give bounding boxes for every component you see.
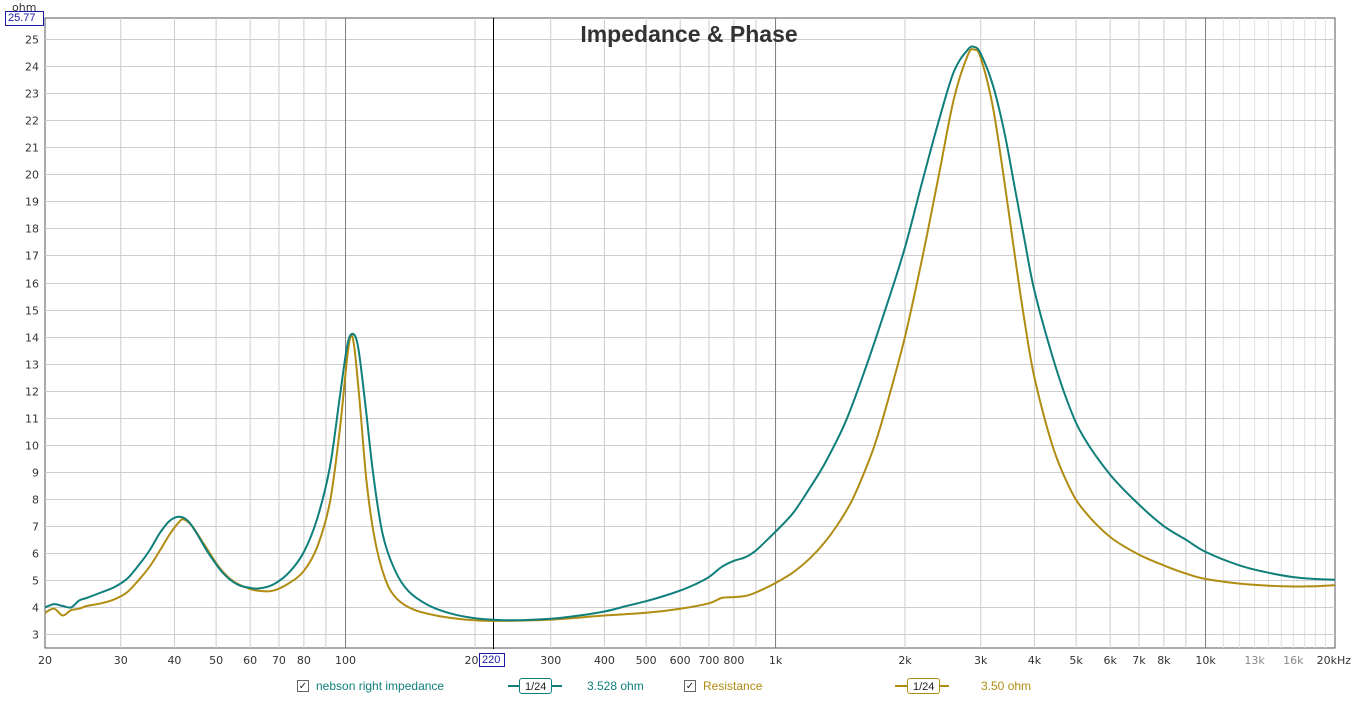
y-tick-label: 8: [32, 494, 39, 507]
x-tick-label: 30: [114, 654, 128, 667]
smoothing-button-resistance[interactable]: 1/24: [907, 678, 941, 694]
y-tick-label: 17: [25, 250, 39, 263]
y-tick-label: 14: [25, 332, 39, 345]
y-tick-label: 16: [25, 278, 39, 291]
x-axis: 20 30 40 50 60 70 80 100 200 300 400 500 600 700 800 1k…: [38, 654, 1351, 667]
smoothing-label-impedance: 1/24: [525, 681, 547, 693]
legend-label-impedance: nebson right impedance: [316, 679, 445, 693]
x-tick-label: 70: [272, 654, 286, 667]
cursor-value-resistance: 3.50 ohm: [981, 679, 1032, 693]
x-tick-label: 4k: [1028, 654, 1042, 667]
y-tick-label: 22: [25, 115, 39, 128]
legend-item-resistance[interactable]: ✓ Resistance: [684, 677, 762, 695]
chart-title: Impedance & Phase: [580, 21, 797, 47]
x-tick-label: 16k: [1283, 654, 1304, 667]
y-tick-label: 13: [25, 359, 39, 372]
x-tick-label: 13k: [1244, 654, 1265, 667]
cursor-y-readout[interactable]: 25.77: [5, 11, 44, 26]
x-tick-label: 5k: [1069, 654, 1083, 667]
y-tick-label: 7: [32, 521, 39, 534]
x-tick-label: 100: [335, 654, 356, 667]
checkbox-resistance[interactable]: ✓: [684, 680, 696, 692]
y-tick-label: 20: [25, 169, 39, 182]
grid-major: [345, 18, 1207, 648]
y-tick-label: 5: [32, 575, 39, 588]
x-tick-label: 800: [723, 654, 744, 667]
y-tick-label: 12: [25, 386, 39, 399]
y-tick-label: 4: [32, 602, 39, 615]
cursor-y-value: 25.77: [8, 12, 36, 24]
series-line-resistance: [44, 48, 1336, 622]
x-tick-label: 3k: [974, 654, 988, 667]
y-tick-label: 9: [32, 467, 39, 480]
series-group: [44, 45, 1336, 622]
cursor-value-impedance: 3.528 ohm: [587, 679, 644, 693]
y-axis: 3 4 5 6 7 8 9 10 11 12 13 14 15 16 17 18 19 20 21 22 23 24 25: [25, 34, 39, 642]
x-tick-label: 500: [636, 654, 657, 667]
series-line-impedance: [44, 45, 1336, 622]
x-tick-label: 400: [594, 654, 615, 667]
x-tick-label: 6k: [1103, 654, 1117, 667]
legend-label-resistance: Resistance: [703, 679, 763, 693]
y-tick-label: 23: [25, 88, 39, 101]
x-tick-label: 2k: [898, 654, 912, 667]
y-tick-label: 18: [25, 223, 39, 236]
y-tick-label: 24: [25, 61, 39, 74]
y-tick-label: 19: [25, 196, 39, 209]
cursor-x-readout[interactable]: 220: [479, 653, 505, 667]
x-tick-label: 600: [670, 654, 691, 667]
y-tick-label: 11: [25, 413, 39, 426]
y-tick-label: 10: [25, 440, 39, 453]
y-tick-label: 25: [25, 34, 39, 47]
x-tick-label: 300: [540, 654, 561, 667]
x-tick-label: 40: [167, 654, 181, 667]
smoothing-label-resistance: 1/24: [913, 681, 935, 693]
x-tick-label: 700: [698, 654, 719, 667]
y-tick-label: 21: [25, 142, 39, 155]
smoothing-button-impedance[interactable]: 1/24: [519, 678, 553, 694]
x-tick-label: 20: [38, 654, 52, 667]
y-tick-label: 6: [32, 548, 39, 561]
x-tick-label: 7k: [1132, 654, 1146, 667]
y-tick-label: 15: [25, 305, 39, 318]
x-tick-label: 10k: [1195, 654, 1216, 667]
x-tick-label: 80: [297, 654, 311, 667]
checkbox-impedance[interactable]: ✓: [297, 680, 309, 692]
y-axis-unit: ohm: [12, 1, 36, 14]
legend-item-impedance[interactable]: ✓ nebson right impedance: [297, 677, 444, 695]
y-tick-label: 3: [32, 629, 39, 642]
cursor-x-value: 220: [482, 654, 501, 666]
x-tick-label: 50: [209, 654, 223, 667]
x-tick-label: 20kHz: [1317, 654, 1352, 667]
x-tick-label: 8k: [1157, 654, 1171, 667]
x-tick-label: 1k: [769, 654, 783, 667]
x-tick-label: 60: [243, 654, 257, 667]
